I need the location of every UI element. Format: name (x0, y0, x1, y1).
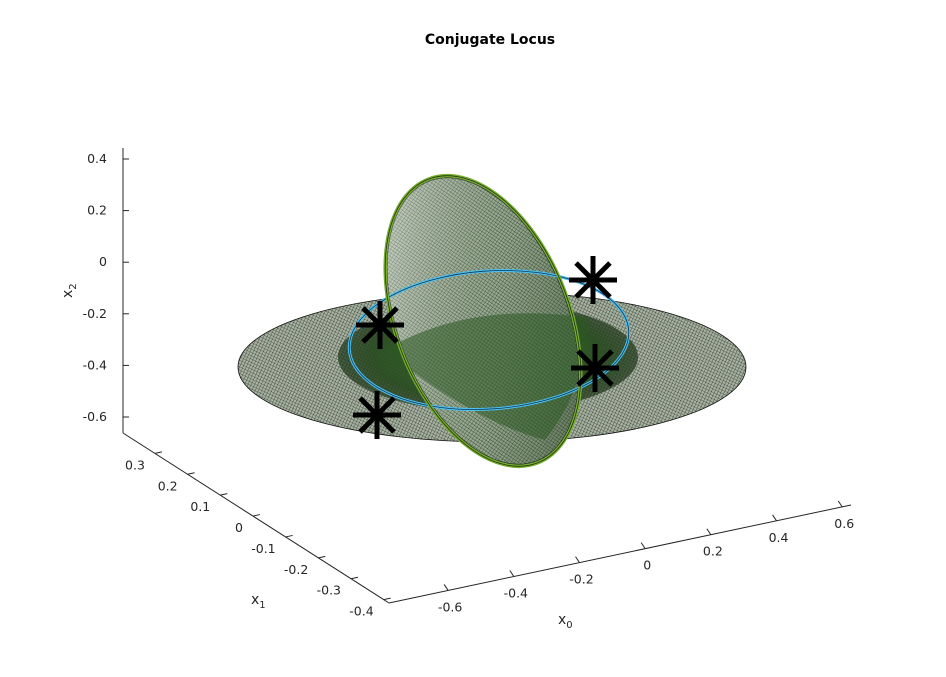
green-locus-curve-edge (384, 175, 582, 467)
x2-tick-label: 0 (99, 254, 107, 269)
x0-tick-label: 0.2 (703, 544, 723, 559)
asterisk-marker (353, 391, 401, 439)
x1-tick-label: -0.3 (317, 583, 341, 598)
x0-tick (837, 500, 843, 508)
axis-lines (122, 148, 852, 604)
x0-tick-marks (443, 500, 843, 591)
x1-tick-labels: 0.3 0.2 0.1 0 -0.1 -0.2 -0.3 -0.4 (125, 457, 374, 618)
x1-tick-marks (154, 451, 391, 601)
x1-tick-label: 0.3 (125, 457, 145, 472)
x1-tick-label: -0.4 (349, 604, 373, 619)
x2-tick-label: -0.6 (83, 409, 107, 424)
x2-tick-labels: 0.4 0.2 0 -0.2 -0.4 -0.6 (83, 151, 107, 424)
x2-tick-marks (123, 158, 129, 418)
x1-axis-label: x1 (251, 592, 266, 611)
x2-tick-label: 0.4 (87, 151, 107, 166)
x0-tick-label: 0.6 (834, 516, 854, 531)
x1-axis-line (122, 432, 390, 604)
x1-tick (252, 514, 261, 517)
x0-tick-label: -0.4 (504, 586, 528, 601)
x1-tick (187, 472, 195, 475)
tilted-surface (385, 177, 590, 465)
x1-tick (285, 534, 293, 538)
x1-tick (350, 576, 359, 580)
x1-tick-label: 0.1 (190, 499, 210, 514)
asterisk-marker (569, 256, 617, 304)
x2-tick-label: -0.2 (83, 306, 107, 321)
x0-tick (772, 514, 777, 522)
x1-tick (383, 597, 391, 601)
x2-tick-label: 0.2 (87, 203, 107, 218)
x0-tick-labels: -0.6 -0.4 -0.2 0 0.2 0.4 0.6 (438, 516, 854, 615)
x1-tick-label: 0 (235, 520, 243, 535)
x0-tick (443, 584, 449, 591)
x0-axis-label: x0 (558, 612, 573, 631)
asterisk-marker (571, 344, 619, 392)
x0-tick (640, 542, 646, 549)
x1-tick (154, 451, 163, 454)
x0-tick-label: 0 (643, 558, 651, 573)
x1-tick (220, 493, 228, 496)
x0-tick (706, 528, 712, 536)
x0-tick-label: -0.6 (438, 599, 462, 614)
x2-tick-label: -0.4 (83, 357, 107, 372)
chart-title: Conjugate Locus (425, 32, 555, 48)
x1-tick-label: -0.1 (251, 541, 275, 556)
tilted-surface-inner (385, 313, 590, 440)
x1-tick (318, 555, 326, 559)
x1-tick-label: 0.2 (158, 478, 178, 493)
x0-tick-label: -0.2 (569, 572, 593, 587)
blue-locus-curve-edge (348, 270, 630, 410)
asterisk-markers (353, 256, 619, 439)
x1-tick-label: -0.2 (284, 562, 308, 577)
x0-tick-label: 0.4 (769, 530, 789, 545)
x2-axis-label: x2 (60, 283, 79, 298)
x0-tick (509, 570, 515, 577)
x0-tick (575, 556, 580, 563)
x0-axis-line (388, 504, 852, 604)
asterisk-marker (356, 301, 404, 349)
